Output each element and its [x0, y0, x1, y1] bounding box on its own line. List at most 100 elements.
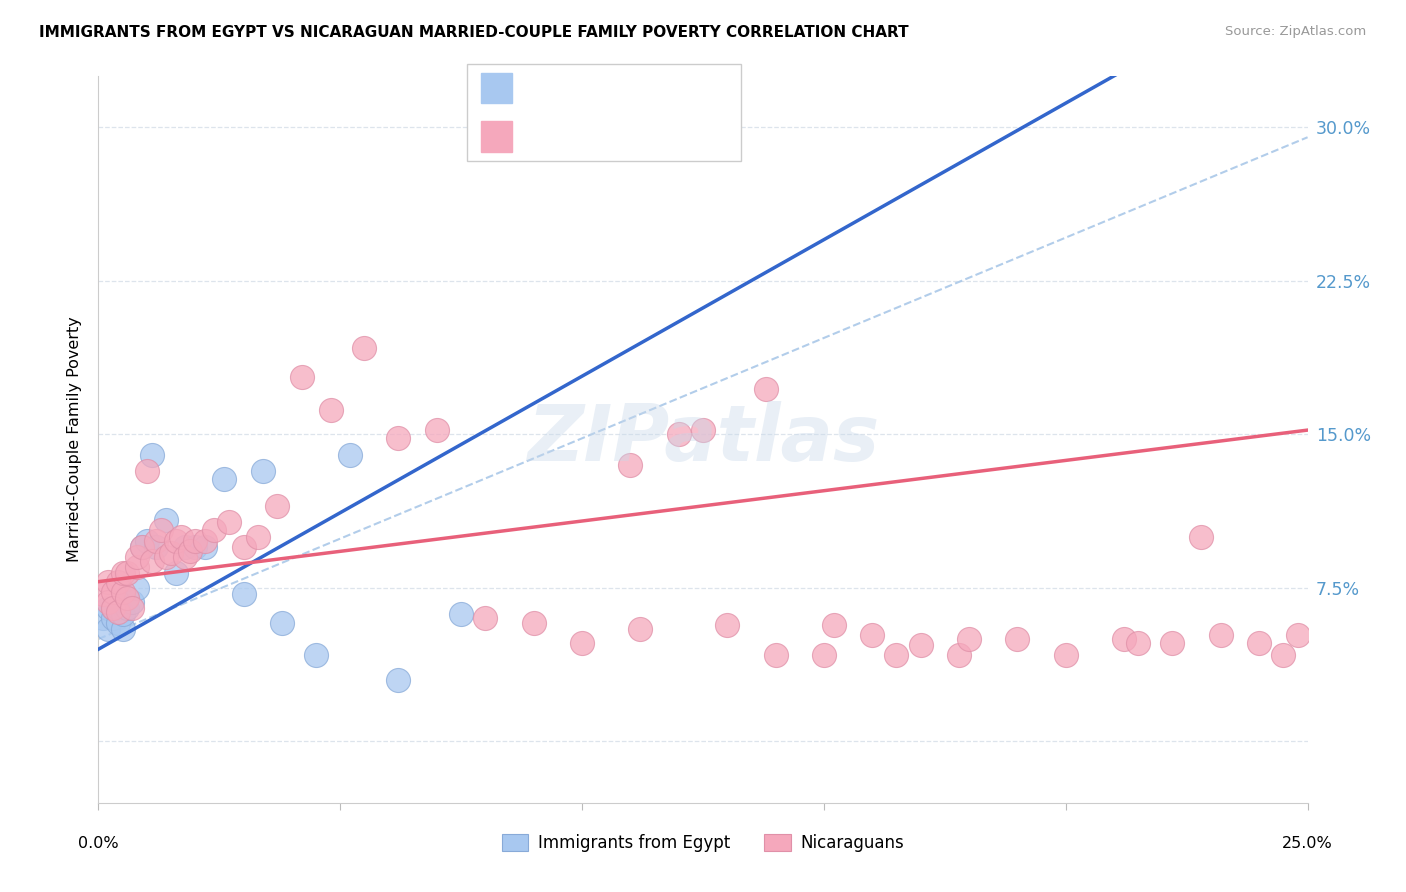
- Point: [1161, 636, 1184, 650]
- Point: [948, 648, 970, 663]
- Point: [271, 615, 294, 630]
- Point: [813, 648, 835, 663]
- Point: [353, 341, 375, 355]
- Point: [1054, 648, 1077, 663]
- Point: [232, 587, 254, 601]
- Point: [252, 464, 274, 478]
- Text: 0.350: 0.350: [560, 128, 616, 145]
- Point: [204, 524, 226, 538]
- Point: [107, 615, 129, 630]
- Point: [692, 423, 714, 437]
- Point: [127, 581, 149, 595]
- Point: [1128, 636, 1150, 650]
- Point: [1249, 636, 1271, 650]
- Point: [194, 540, 217, 554]
- Point: [184, 540, 207, 554]
- Point: [111, 566, 134, 581]
- Point: [91, 587, 114, 601]
- Point: [247, 530, 270, 544]
- Point: [179, 544, 201, 558]
- Point: [339, 448, 361, 462]
- Text: 0.414: 0.414: [560, 79, 616, 97]
- Point: [101, 611, 124, 625]
- Point: [111, 607, 134, 622]
- Point: [117, 591, 139, 605]
- Point: [1112, 632, 1135, 646]
- Point: [910, 638, 932, 652]
- Point: [135, 464, 157, 478]
- Text: IMMIGRANTS FROM EGYPT VS NICARAGUAN MARRIED-COUPLE FAMILY POVERTY CORRELATION CH: IMMIGRANTS FROM EGYPT VS NICARAGUAN MARR…: [39, 25, 910, 40]
- Point: [474, 611, 496, 625]
- Point: [150, 524, 173, 538]
- Point: [305, 648, 328, 663]
- Text: 30: 30: [657, 79, 682, 97]
- Point: [174, 540, 197, 554]
- Point: [716, 617, 738, 632]
- Point: [155, 513, 177, 527]
- Point: [218, 515, 240, 529]
- Point: [91, 611, 114, 625]
- Legend: Immigrants from Egypt, Nicaraguans: Immigrants from Egypt, Nicaraguans: [495, 827, 911, 858]
- Point: [111, 622, 134, 636]
- Point: [290, 369, 312, 384]
- Point: [97, 595, 120, 609]
- Point: [135, 533, 157, 548]
- Point: [319, 402, 342, 417]
- Point: [160, 546, 183, 560]
- Point: [387, 431, 409, 445]
- Point: [97, 574, 120, 589]
- Point: [860, 628, 883, 642]
- Point: [141, 554, 163, 568]
- Point: [121, 595, 143, 609]
- Point: [107, 605, 129, 619]
- Point: [1007, 632, 1029, 646]
- Text: 64: 64: [657, 128, 682, 145]
- Point: [450, 607, 472, 622]
- Text: 0.0%: 0.0%: [79, 836, 118, 851]
- Point: [886, 648, 908, 663]
- Point: [755, 382, 778, 396]
- Text: R =: R =: [523, 128, 562, 145]
- Point: [765, 648, 787, 663]
- Point: [101, 601, 124, 615]
- Text: R =: R =: [523, 79, 562, 97]
- Point: [1189, 530, 1212, 544]
- Point: [107, 574, 129, 589]
- Point: [107, 601, 129, 615]
- Point: [619, 458, 641, 472]
- Point: [101, 601, 124, 615]
- Point: [194, 533, 217, 548]
- Point: [266, 499, 288, 513]
- Point: [232, 540, 254, 554]
- Point: [131, 540, 153, 554]
- Point: [628, 622, 651, 636]
- Text: N =: N =: [613, 128, 665, 145]
- Y-axis label: Married-Couple Family Poverty: Married-Couple Family Poverty: [67, 317, 83, 562]
- Point: [131, 540, 153, 554]
- Point: [111, 585, 134, 599]
- Point: [97, 601, 120, 615]
- Text: Source: ZipAtlas.com: Source: ZipAtlas.com: [1226, 25, 1367, 38]
- Point: [387, 673, 409, 687]
- Point: [169, 530, 191, 544]
- Point: [668, 427, 690, 442]
- Point: [1272, 648, 1295, 663]
- Text: ZIPatlas: ZIPatlas: [527, 401, 879, 477]
- Point: [426, 423, 449, 437]
- Point: [1209, 628, 1232, 642]
- Point: [571, 636, 593, 650]
- Point: [155, 550, 177, 565]
- Text: N =: N =: [613, 79, 665, 97]
- Point: [101, 585, 124, 599]
- Point: [145, 533, 167, 548]
- Point: [117, 591, 139, 605]
- Point: [141, 448, 163, 462]
- Point: [117, 566, 139, 581]
- Point: [957, 632, 980, 646]
- Point: [823, 617, 845, 632]
- Point: [97, 622, 120, 636]
- Point: [127, 560, 149, 574]
- Point: [165, 566, 187, 581]
- Point: [127, 550, 149, 565]
- Point: [1286, 628, 1309, 642]
